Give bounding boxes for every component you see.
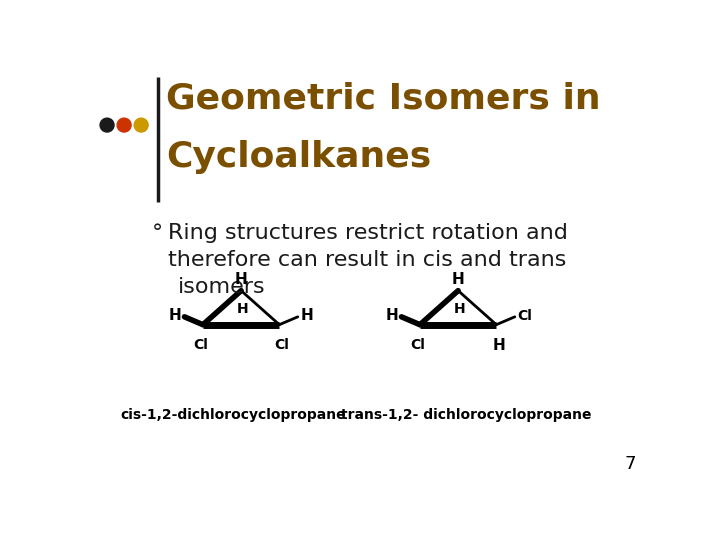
Text: Cl: Cl <box>410 338 425 352</box>
Circle shape <box>134 118 148 132</box>
Text: H: H <box>492 338 505 353</box>
Text: cis-1,2-dichlorocyclopropane: cis-1,2-dichlorocyclopropane <box>120 408 346 422</box>
Text: H: H <box>300 308 313 323</box>
Text: H: H <box>451 272 464 287</box>
Circle shape <box>100 118 114 132</box>
Text: Cycloalkanes: Cycloalkanes <box>166 140 431 174</box>
Text: isomers: isomers <box>179 277 266 297</box>
Text: H: H <box>454 302 465 316</box>
Text: Ring structures restrict rotation and: Ring structures restrict rotation and <box>168 223 567 243</box>
Text: H: H <box>237 302 248 316</box>
Text: Cl: Cl <box>518 308 532 322</box>
Text: Geometric Isomers in: Geometric Isomers in <box>166 82 600 116</box>
Text: H: H <box>386 308 399 323</box>
Text: °: ° <box>152 223 163 243</box>
Text: Cl: Cl <box>193 338 207 352</box>
Text: 7: 7 <box>625 455 636 473</box>
Text: H: H <box>235 272 248 287</box>
Text: therefore can result in cis and trans: therefore can result in cis and trans <box>168 250 566 270</box>
Text: Cl: Cl <box>274 338 289 352</box>
Circle shape <box>117 118 131 132</box>
Text: trans-1,2- dichlorocyclopropane: trans-1,2- dichlorocyclopropane <box>341 408 591 422</box>
Text: H: H <box>169 308 182 323</box>
